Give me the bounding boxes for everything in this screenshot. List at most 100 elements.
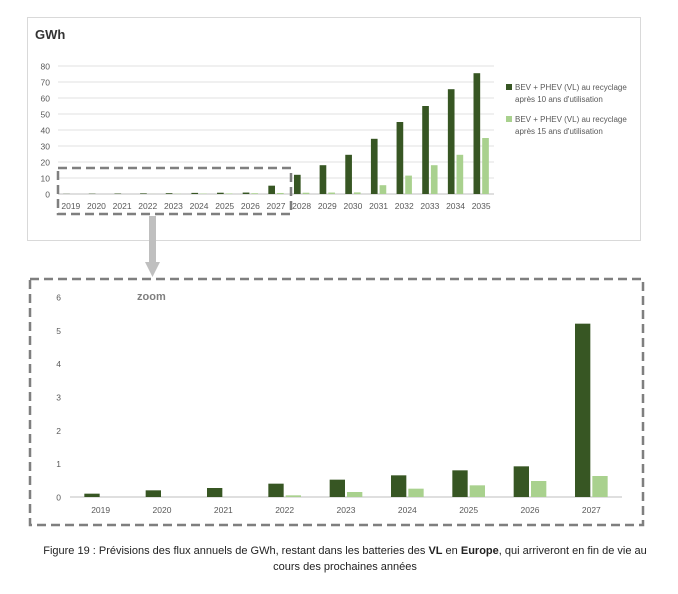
main-bar-series2 xyxy=(225,193,233,194)
main-xtick-label: 2031 xyxy=(369,201,388,211)
zoom-bar-series1 xyxy=(84,493,100,497)
zoom-xtick-label: 2024 xyxy=(398,505,417,515)
zoom-ytick-label: 6 xyxy=(56,293,61,303)
zoom-bar-series2 xyxy=(347,492,363,497)
main-ytick-label: 20 xyxy=(41,158,51,168)
main-xtick-label: 2029 xyxy=(318,201,337,211)
main-ytick-label: 80 xyxy=(41,62,51,72)
main-bar-series2 xyxy=(328,192,335,194)
caption-mid: en xyxy=(442,545,461,557)
main-bar-series2 xyxy=(430,165,438,194)
zoom-bar-series2 xyxy=(531,481,547,497)
figure-caption: Figure 19 : Prévisions des flux annuels … xyxy=(40,543,650,575)
main-xtick-label: 2033 xyxy=(420,201,439,211)
main-bar-series1 xyxy=(447,89,455,194)
main-bar-series1 xyxy=(140,193,147,194)
main-bar-series1 xyxy=(217,192,224,194)
main-xtick-label: 2024 xyxy=(190,201,209,211)
zoom-bar-series1 xyxy=(207,488,223,497)
legend-swatch-series2 xyxy=(506,116,512,122)
main-bar-series1 xyxy=(268,185,275,194)
main-xtick-label: 2028 xyxy=(292,201,311,211)
main-bar-series1 xyxy=(370,138,378,194)
zoom-ytick-label: 3 xyxy=(56,393,61,403)
main-chart-frame xyxy=(27,17,641,241)
main-xtick-label: 2030 xyxy=(343,201,362,211)
zoom-ytick-label: 0 xyxy=(56,493,61,503)
zoom-bar-series2 xyxy=(469,485,485,497)
main-xtick-label: 2027 xyxy=(267,201,286,211)
main-bar-series2 xyxy=(405,175,412,194)
main-bar-series1 xyxy=(473,73,481,194)
main-xtick-label: 2035 xyxy=(472,201,491,211)
main-bar-series2 xyxy=(482,138,489,194)
zoom-xtick-label: 2023 xyxy=(337,505,356,515)
legend-swatch-series1 xyxy=(506,84,512,90)
caption-prefix: Figure 19 : Prévisions des flux annuels … xyxy=(43,545,429,557)
zoom-bar-series2 xyxy=(592,476,608,497)
main-ytick-label: 40 xyxy=(41,126,51,136)
main-xtick-label: 2023 xyxy=(164,201,183,211)
main-bar-series1 xyxy=(165,193,173,194)
zoom-arrow xyxy=(145,216,160,277)
zoom-bar-series1 xyxy=(268,483,284,497)
main-bar-series1 xyxy=(422,106,429,194)
main-xtick-label: 2021 xyxy=(113,201,132,211)
caption-suffix: , qui arriveront en fin de vie au cours … xyxy=(273,545,647,573)
main-xtick-label: 2019 xyxy=(61,201,80,211)
zoom-xtick-label: 2026 xyxy=(521,505,540,515)
zoom-xtick-label: 2019 xyxy=(91,505,110,515)
main-bar-series1 xyxy=(319,165,327,194)
zoom-chart: 0 1 2 3 4 5 6 2019 2020 2021 2022 2023 2024 2025 2026 2… xyxy=(56,293,622,515)
main-ytick-label: 30 xyxy=(41,142,51,152)
main-bar-series1 xyxy=(396,122,404,194)
main-xtick-label: 2032 xyxy=(395,201,414,211)
zoom-bar-series1 xyxy=(452,470,468,497)
main-xtick-label: 2020 xyxy=(87,201,106,211)
main-bar-series1 xyxy=(293,174,301,194)
main-ytick-label: 10 xyxy=(41,174,51,184)
legend-label-series2: BEV + PHEV (VL) au recyclage xyxy=(515,115,627,124)
zoom-xtick-label: 2022 xyxy=(275,505,294,515)
zoom-selection-box xyxy=(56,166,293,216)
zoom-bar-series2 xyxy=(408,488,424,497)
zoom-xtick-label: 2020 xyxy=(153,505,172,515)
main-bar-series2 xyxy=(379,185,387,194)
legend-label-series2: après 15 ans d'utilisation xyxy=(515,127,603,136)
zoom-bar-series1 xyxy=(391,475,407,497)
main-bar-series1 xyxy=(191,192,199,194)
main-xtick-label: 2034 xyxy=(446,201,465,211)
legend-label-series1: après 10 ans d'utilisation xyxy=(515,95,603,104)
main-bar-series2 xyxy=(302,192,310,194)
main-bar-series2 xyxy=(277,192,284,194)
zoom-bar-series1 xyxy=(575,323,591,497)
zoom-ytick-label: 2 xyxy=(56,426,61,436)
main-xtick-label: 2026 xyxy=(241,201,260,211)
main-ytick-label: 60 xyxy=(41,94,51,104)
zoom-xtick-label: 2027 xyxy=(582,505,601,515)
zoom-bar-series1 xyxy=(329,479,345,497)
zoom-bar-series1 xyxy=(145,490,161,497)
caption-bold-europe: Europe xyxy=(460,545,499,557)
main-bar-series2 xyxy=(456,154,464,194)
main-chart-title: GWh xyxy=(35,27,65,42)
zoom-bar-series2 xyxy=(285,495,301,497)
zoom-ytick-label: 5 xyxy=(56,326,61,336)
zoom-chart-title: zoom xyxy=(137,291,166,303)
main-bar-series1 xyxy=(345,154,352,194)
legend-label-series1: BEV + PHEV (VL) au recyclage xyxy=(515,83,627,92)
main-ytick-label: 70 xyxy=(41,78,51,88)
caption-bold-vl: VL xyxy=(428,545,443,557)
zoom-ytick-label: 4 xyxy=(56,359,61,369)
zoom-xtick-label: 2025 xyxy=(459,505,478,515)
main-ytick-label: 0 xyxy=(45,190,50,200)
main-xtick-label: 2025 xyxy=(215,201,234,211)
main-bar-series1 xyxy=(242,192,250,194)
main-bar-series2 xyxy=(353,192,361,194)
zoom-xtick-label: 2021 xyxy=(214,505,233,515)
main-bar-series2 xyxy=(251,193,259,194)
main-ytick-label: 50 xyxy=(41,110,51,120)
zoom-bar-series1 xyxy=(513,466,529,497)
